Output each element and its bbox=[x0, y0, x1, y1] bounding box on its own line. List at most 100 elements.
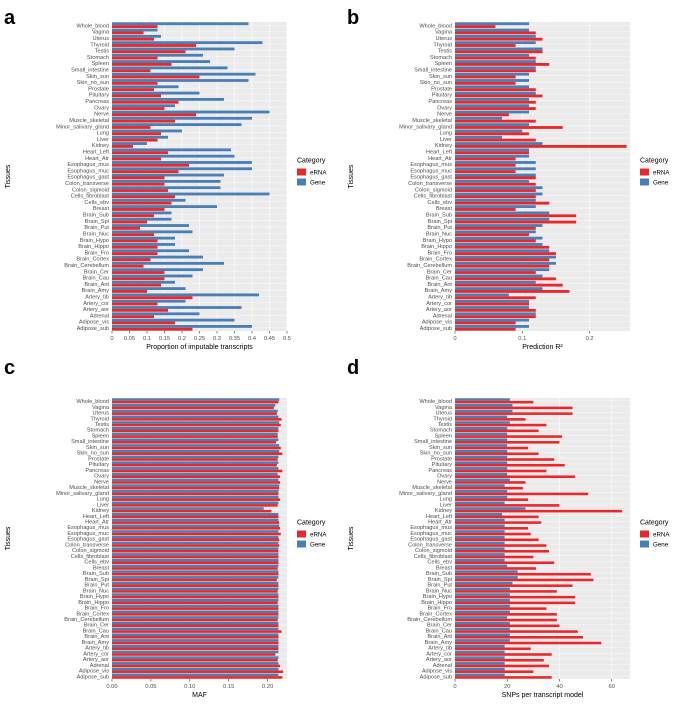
bar-gene-Lung bbox=[112, 495, 279, 499]
tissue-tick-label: Colon_sigmoid bbox=[415, 187, 452, 193]
bar-gene-Thyroid bbox=[455, 41, 536, 45]
legend-title: Category bbox=[640, 158, 669, 165]
bar-gene-Colon_transverse bbox=[455, 541, 505, 545]
tissue-tick-label: Brain_Hippo bbox=[78, 244, 109, 250]
bar-gene-Spleen bbox=[455, 60, 536, 63]
tissue-tick-label: Minor_salivary_gland bbox=[399, 491, 452, 497]
bar-gene-Vagina bbox=[112, 404, 276, 407]
tissue-tick-label: Adipose_vis bbox=[422, 669, 452, 675]
tissue-tick-label: Brain_Cortex bbox=[419, 257, 452, 263]
bar-erna-Adipose_vis bbox=[455, 321, 516, 325]
bar-gene-Breast bbox=[455, 205, 536, 209]
x-tick-label: 0.15 bbox=[159, 336, 170, 342]
tissue-tick-label: Brain_Hippo bbox=[421, 244, 452, 250]
tissue-tick-label: Uterus bbox=[436, 411, 453, 417]
bar-erna-Artery_aor bbox=[112, 308, 168, 312]
x-axis-title: Proportion of imputable transcripts bbox=[146, 344, 253, 351]
bar-erna-Brain_Cau bbox=[112, 630, 282, 633]
tissue-tick-label: Brain_Ant bbox=[84, 634, 109, 640]
bar-erna-Brain_Put bbox=[455, 226, 536, 230]
y-axis-title: Tissues bbox=[5, 164, 12, 188]
y-axis-title: Tissues bbox=[5, 526, 12, 550]
tissue-tick-label: Whole_blood bbox=[419, 23, 452, 29]
bar-gene-Adipose_vis bbox=[112, 667, 279, 671]
x-tick-label: 0 bbox=[453, 684, 456, 690]
tissue-tick-label: Brain_Amy bbox=[82, 288, 110, 294]
bar-erna-Small_intestine bbox=[455, 69, 536, 73]
bar-gene-Brain_Nuc bbox=[112, 230, 193, 234]
tissue-tick-label: Cells_ebv bbox=[84, 560, 109, 566]
tissue-tick-label: Adipose_vis bbox=[422, 320, 452, 326]
bar-erna-Prostate bbox=[112, 458, 278, 461]
bar-gene-Ovary bbox=[455, 104, 530, 108]
bar-erna-Cells_fibroblast bbox=[112, 195, 175, 199]
bar-gene-Lung bbox=[455, 129, 523, 133]
legend-label-gene: Gene bbox=[653, 180, 669, 187]
bar-erna-Whole_blood bbox=[455, 400, 534, 404]
bar-gene-Artery_tib bbox=[455, 644, 505, 648]
tissue-tick-label: Thyroid bbox=[90, 42, 109, 48]
bar-gene-Ovary bbox=[112, 472, 278, 476]
tissue-tick-label: Esophagus_gast bbox=[410, 537, 452, 543]
tissue-tick-label: Artery_tib bbox=[85, 646, 109, 652]
tissue-tick-label: Small_intestine bbox=[414, 439, 452, 445]
bar-gene-Brain_Sub bbox=[455, 211, 550, 215]
tissue-tick-label: Liver bbox=[97, 502, 109, 508]
bar-gene-Artery_cor bbox=[455, 650, 505, 654]
tissue-tick-label: Spleen bbox=[435, 61, 452, 67]
tissue-tick-label: Adipose_vis bbox=[79, 320, 109, 326]
tissue-tick-label: Pancreas bbox=[85, 468, 109, 474]
tissue-tick-label: Uterus bbox=[436, 36, 453, 42]
bar-gene-Whole_blood bbox=[455, 398, 510, 401]
tissue-tick-label: Testis bbox=[95, 49, 110, 55]
bar-erna-Brain_Hypo bbox=[112, 239, 158, 243]
bar-gene-Brain_Hippo bbox=[455, 243, 543, 246]
x-tick-label: 40 bbox=[556, 684, 562, 690]
bar-gene-Artery_aor bbox=[112, 306, 242, 309]
bar-gene-Artery_aor bbox=[455, 656, 505, 659]
bar-erna-Liver bbox=[455, 138, 536, 142]
legend-title: Category bbox=[640, 520, 669, 527]
x-tick-label: 0 bbox=[110, 336, 113, 342]
bar-gene-Artery_aor bbox=[455, 306, 530, 309]
bar-erna-Brain_Cerebellum bbox=[455, 264, 550, 268]
bar-gene-Testis bbox=[112, 421, 280, 424]
bar-gene-Colon_sigmoid bbox=[112, 186, 221, 190]
bar-erna-Vagina bbox=[112, 406, 274, 410]
bar-erna-Esophagus_mus bbox=[455, 163, 516, 167]
bar-gene-Heart_Atr bbox=[112, 518, 279, 522]
bar-erna-Prostate bbox=[112, 88, 154, 92]
legend-label-gene: Gene bbox=[310, 180, 326, 187]
bar-erna-Skin_sun bbox=[112, 75, 200, 79]
tissue-tick-label: Adipose_sub bbox=[420, 674, 452, 680]
legend-title: Category bbox=[297, 520, 326, 527]
bar-gene-Esophagus_muc bbox=[112, 167, 252, 171]
bar-erna-Testis bbox=[112, 423, 281, 427]
bar-erna-Whole_blood bbox=[112, 400, 279, 404]
bar-gene-Small_intestine bbox=[112, 66, 228, 70]
bar-erna-Muscle_skeletal bbox=[455, 119, 536, 123]
bar-gene-Nerve bbox=[112, 478, 279, 482]
bar-erna-Brain_Fro bbox=[455, 607, 547, 610]
bar-gene-Liver bbox=[455, 501, 505, 505]
tissue-tick-label: Breast bbox=[93, 565, 110, 571]
bar-erna-Colon_transverse bbox=[455, 544, 547, 547]
bar-gene-Muscle_skeletal bbox=[112, 116, 252, 120]
tissue-tick-label: Brain_Sub bbox=[426, 213, 452, 219]
bar-erna-Esophagus_gast bbox=[455, 176, 536, 180]
tissue-tick-label: Brain_Cortex bbox=[419, 611, 452, 617]
panel-letter: b bbox=[347, 7, 359, 29]
bar-erna-Pituitary bbox=[112, 94, 161, 98]
bar-erna-Adipose_sub bbox=[455, 327, 516, 331]
bar-gene-Brain_Cau bbox=[112, 274, 193, 278]
bar-gene-Brain_Sub bbox=[112, 211, 172, 215]
bar-erna-Prostate bbox=[455, 458, 555, 461]
bar-gene-Colon_sigmoid bbox=[112, 547, 279, 550]
bar-gene-Brain_Nuc bbox=[455, 230, 536, 234]
tissue-tick-label: Breast bbox=[436, 565, 453, 571]
bar-gene-Uterus bbox=[112, 409, 278, 413]
bar-gene-Spleen bbox=[455, 432, 508, 436]
bar-gene-Artery_cor bbox=[455, 299, 530, 303]
tissue-tick-label: Esophagus_gast bbox=[67, 175, 109, 181]
tissue-tick-label: Minor_salivary_gland bbox=[399, 124, 452, 130]
